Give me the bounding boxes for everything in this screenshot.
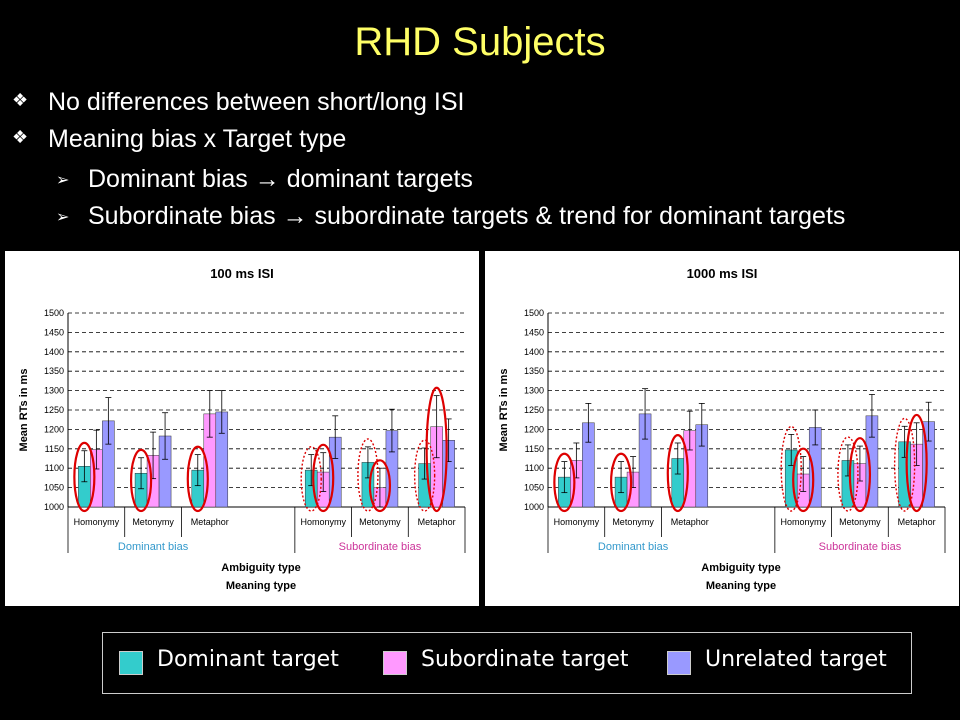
legend-label: Subordinate target bbox=[421, 647, 629, 672]
legend-swatch bbox=[667, 651, 691, 675]
slide-title: RHD Subjects bbox=[354, 20, 606, 64]
legend-label: Unrelated target bbox=[705, 647, 887, 672]
y-tick-label: 1200 bbox=[524, 424, 544, 434]
y-tick-label: 1100 bbox=[45, 463, 64, 473]
x-category-label: Metaphor bbox=[671, 517, 709, 527]
group-label-subordinate-bias: Subordinate bias bbox=[339, 541, 422, 553]
y-tick-label: 1000 bbox=[524, 502, 544, 512]
x-category-label: Metaphor bbox=[191, 517, 229, 527]
bullet-text: No differences between short/long ISI bbox=[48, 88, 465, 116]
x-axis-label: Ambiguity type bbox=[701, 562, 780, 574]
x-category-label: Metonymy bbox=[132, 517, 174, 527]
legend-swatch bbox=[383, 651, 407, 675]
arrow-marker-icon: ➢ bbox=[56, 172, 70, 189]
highlight-ring bbox=[129, 448, 153, 513]
y-tick-label: 1350 bbox=[524, 366, 544, 376]
bullet-marker-icon: ❖ bbox=[12, 127, 29, 147]
y-tick-label: 1450 bbox=[44, 327, 64, 337]
sub-bullet-text: Dominant bias → dominant targets bbox=[88, 165, 473, 193]
highlight-ring bbox=[413, 439, 436, 512]
x-axis-label-secondary: Meaning type bbox=[706, 580, 776, 592]
legend: Dominant target Subordinate target Unrel… bbox=[102, 632, 912, 694]
highlight-ring bbox=[368, 459, 392, 513]
highlight-ring bbox=[792, 447, 815, 513]
x-category-label: Homonymy bbox=[74, 517, 120, 527]
arrow-marker-icon: ➢ bbox=[56, 209, 70, 226]
highlight-ring bbox=[893, 417, 916, 512]
highlight-ring bbox=[73, 441, 96, 513]
y-axis-label: Mean RTs in ms bbox=[498, 369, 510, 452]
highlight-ring bbox=[425, 386, 448, 513]
y-tick-label: 1300 bbox=[524, 386, 544, 396]
y-tick-label: 1400 bbox=[44, 347, 64, 357]
y-axis-label: Mean RTs in ms bbox=[18, 369, 30, 452]
y-tick-label: 1050 bbox=[524, 483, 544, 493]
x-category-label: Homonymy bbox=[300, 517, 346, 527]
y-tick-label: 1050 bbox=[44, 483, 64, 493]
highlight-ring bbox=[837, 436, 859, 512]
bullet-text: Meaning bias x Target type bbox=[48, 125, 347, 153]
y-tick-label: 1200 bbox=[44, 424, 64, 434]
legend-swatch bbox=[119, 651, 143, 675]
y-tick-label: 1250 bbox=[44, 405, 64, 415]
chart-100ms-isi: 100 ms ISI 1000 1050 1100 1150 1200 1250 1300 13… bbox=[18, 266, 466, 592]
y-tick-label: 1150 bbox=[45, 444, 64, 454]
bullet-marker-icon: ❖ bbox=[12, 90, 29, 110]
chart-panel-100ms: 100 ms ISI 1000 1050 1100 1150 1200 1250 1300 13… bbox=[5, 251, 479, 606]
highlight-ring bbox=[300, 446, 322, 512]
highlight-ring bbox=[848, 437, 872, 513]
chart-title: 100 ms ISI bbox=[210, 266, 274, 281]
chart-panel-1000ms: 1000 ms ISI 1000 1050 1100 1150 1200 1250 1300 1… bbox=[485, 251, 959, 606]
sub-bullet-text: Subordinate bias → subordinate targets &… bbox=[88, 202, 846, 230]
highlight-ring bbox=[609, 452, 633, 513]
highlight-ring bbox=[666, 434, 689, 513]
y-tick-label: 1300 bbox=[44, 386, 64, 396]
x-axis-label-secondary: Meaning type bbox=[226, 580, 296, 592]
group-label-dominant-bias: Dominant bias bbox=[598, 541, 669, 553]
y-tick-label: 1000 bbox=[44, 502, 64, 512]
y-tick-label: 1250 bbox=[524, 405, 544, 415]
x-axis-label: Ambiguity type bbox=[221, 562, 300, 574]
x-category-label: Homonymy bbox=[780, 517, 826, 527]
group-label-dominant-bias: Dominant bias bbox=[118, 541, 189, 553]
x-category-label: Metonymy bbox=[839, 517, 881, 527]
highlight-ring bbox=[905, 413, 928, 513]
y-tick-label: 1500 bbox=[524, 308, 544, 318]
x-category-label: Metonymy bbox=[612, 517, 654, 527]
highlight-ring bbox=[553, 452, 576, 513]
x-category-label: Metaphor bbox=[418, 517, 456, 527]
y-tick-label: 1100 bbox=[525, 463, 544, 473]
y-tick-label: 1400 bbox=[524, 347, 544, 357]
group-label-subordinate-bias: Subordinate bias bbox=[819, 541, 902, 553]
highlight-ring bbox=[357, 438, 379, 512]
x-category-label: Metaphor bbox=[898, 517, 936, 527]
x-category-label: Metonymy bbox=[359, 517, 401, 527]
chart-1000ms-isi: 1000 ms ISI 1000 1050 1100 1150 1200 1250 1300 1… bbox=[498, 266, 946, 592]
y-tick-label: 1450 bbox=[524, 327, 544, 337]
chart-title: 1000 ms ISI bbox=[687, 266, 758, 281]
highlight-ring bbox=[186, 445, 209, 513]
legend-label: Dominant target bbox=[157, 647, 339, 672]
highlight-ring bbox=[312, 443, 335, 513]
y-tick-label: 1150 bbox=[525, 444, 544, 454]
y-tick-label: 1350 bbox=[44, 366, 64, 376]
y-tick-label: 1500 bbox=[44, 308, 64, 318]
x-category-label: Homonymy bbox=[554, 517, 600, 527]
